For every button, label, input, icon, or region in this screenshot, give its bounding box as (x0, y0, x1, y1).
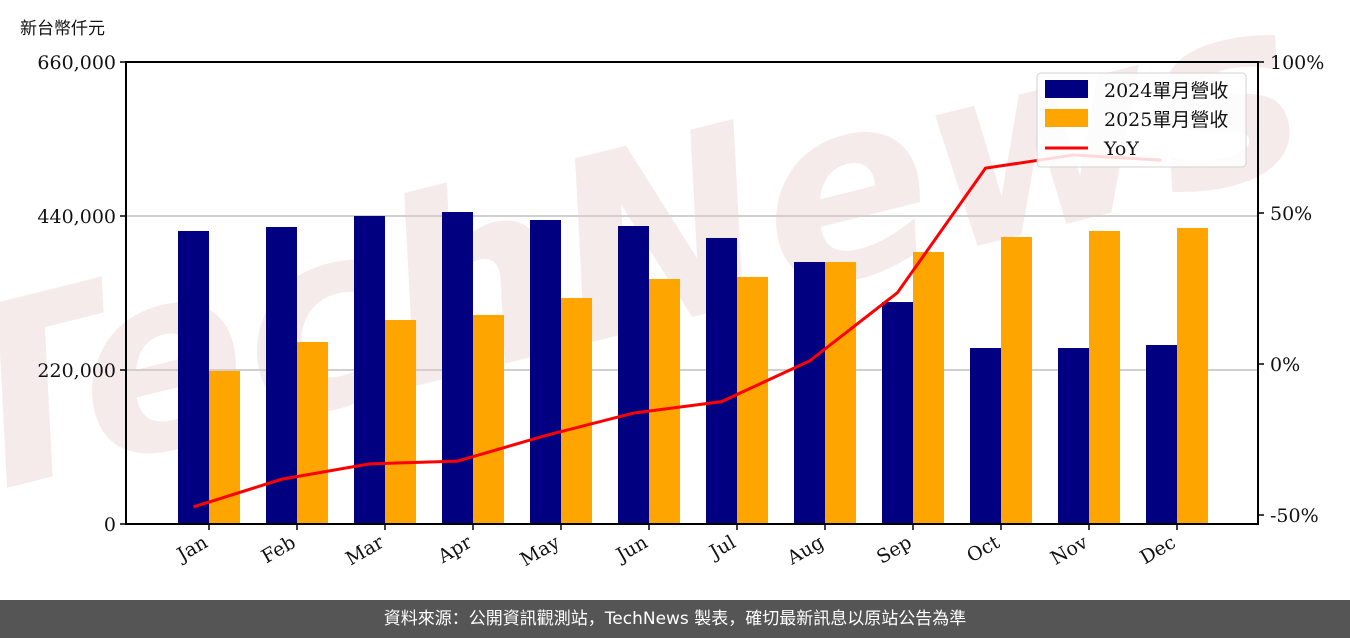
y-axis-unit-label: 新台幣仟元 (20, 19, 105, 39)
x-tick-label: Dec (1136, 531, 1179, 569)
x-tick-label: Nov (1047, 531, 1092, 570)
x-tick-label: Feb (258, 531, 300, 568)
y-tick-label: 0 (104, 514, 116, 536)
legend-box (1036, 72, 1247, 168)
x-tick-label: Mar (342, 531, 388, 570)
bar-2025單月營收-Sep (913, 251, 944, 525)
bar-2024單月營收-Apr (442, 212, 473, 524)
y2-tick-label: 50% (1270, 203, 1312, 225)
x-tick-label: May (517, 531, 564, 571)
bar-2025單月營收-Aug (825, 261, 856, 524)
legend-label: 2025單月營收 (1104, 109, 1228, 131)
bar-2024單月營收-Mar (354, 216, 385, 524)
bar-2025單月營收-Apr (473, 314, 504, 524)
bar-2024單月營收-Jul (706, 237, 737, 525)
bar-2024單月營收-Nov (1058, 348, 1089, 524)
y2-tick-label: -50% (1270, 505, 1319, 527)
bar-2025單月營收-Dec (1177, 227, 1208, 524)
bar-2025單月營收-Nov (1089, 230, 1120, 525)
x-tick-label: Jun (611, 531, 652, 567)
revenue-chart: TechNews0220,000440,000660,000-50%0%50%1… (0, 0, 1330, 571)
bar-2024單月營收-Aug (794, 261, 825, 524)
y-tick-label: 220,000 (37, 360, 116, 382)
legend-swatch (1045, 80, 1088, 98)
y-tick-label: 660,000 (37, 52, 116, 74)
bar-2024單月營收-Jan (178, 230, 209, 525)
y-tick-label: 440,000 (37, 206, 116, 228)
bar-2024單月營收-Sep (882, 302, 913, 524)
bar-2024單月營收-Oct (970, 348, 1001, 524)
x-tick-label: Sep (873, 531, 916, 568)
x-tick-label: Jan (172, 531, 212, 567)
legend-label: 2024單月營收 (1104, 80, 1228, 102)
bar-2025單月營收-Oct (1001, 237, 1032, 524)
legend-swatch (1045, 109, 1088, 127)
source-footer: 資料來源：公開資訊觀測站，TechNews 製表，確切最新訊息以原站公告為準 (0, 600, 1350, 638)
bar-2024單月營收-May (530, 219, 561, 525)
x-tick-label: Jul (704, 531, 739, 564)
bar-2025單月營收-Mar (385, 320, 416, 524)
bar-2025單月營收-Jul (737, 276, 768, 524)
x-tick-label: Oct (963, 531, 1004, 567)
bar-2024單月營收-Dec (1146, 345, 1177, 524)
y2-tick-label: 100% (1270, 52, 1324, 74)
bar-2024單月營收-Feb (266, 226, 297, 525)
bar-2024單月營收-Jun (618, 226, 649, 524)
x-tick-label: Apr (433, 531, 476, 568)
legend-label: YoY (1103, 138, 1139, 160)
bar-2025單月營收-Feb (297, 342, 328, 524)
bar-2025單月營收-Jun (649, 279, 680, 524)
legend: 2024單月營收 2025單月營收 YoY (1036, 72, 1247, 168)
bar-2025單月營收-May (561, 297, 592, 524)
y2-tick-label: 0% (1270, 354, 1300, 376)
x-tick-label: Aug (783, 531, 828, 570)
plot-frame (125, 61, 1259, 525)
yoy-line (193, 153, 1162, 509)
